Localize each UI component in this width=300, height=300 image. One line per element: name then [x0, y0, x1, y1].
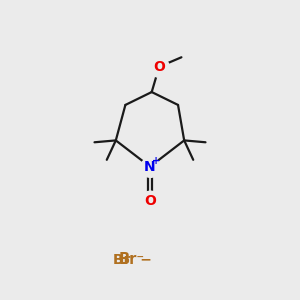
- Text: N: N: [144, 160, 156, 174]
- Text: O: O: [144, 194, 156, 208]
- Text: O: O: [153, 60, 165, 74]
- Point: [157, 64, 161, 69]
- Text: Br⁻: Br⁻: [119, 253, 145, 268]
- Text: +: +: [152, 156, 160, 166]
- Point: [148, 164, 152, 169]
- Point: [148, 199, 152, 203]
- Text: Br  −: Br −: [113, 253, 152, 267]
